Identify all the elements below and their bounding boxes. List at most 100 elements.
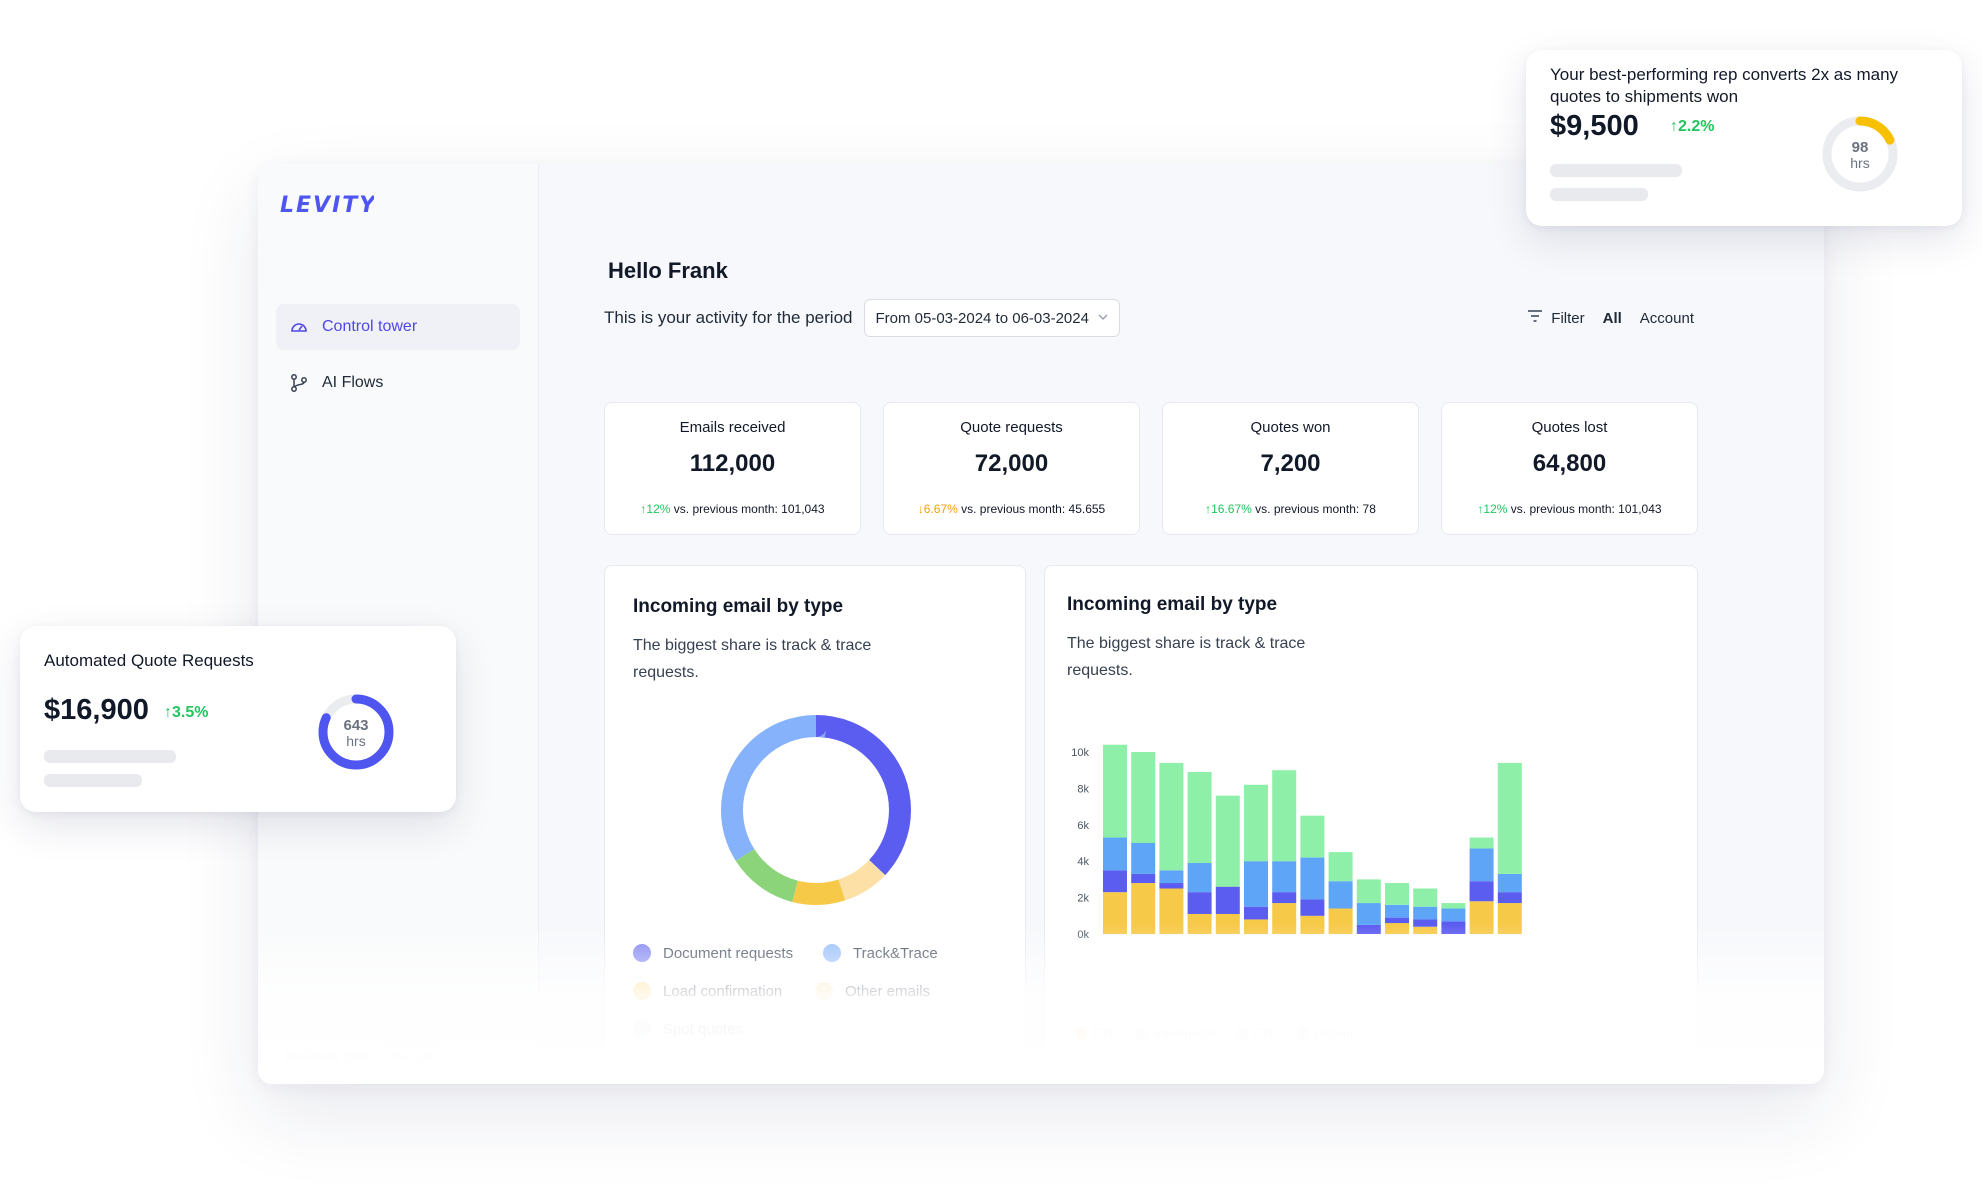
bar-segment[interactable] [1244, 861, 1268, 907]
card-value: $16,900 [44, 694, 149, 726]
bar-chart-card: Incoming email by type The biggest share… [1044, 565, 1698, 1084]
bar-segment[interactable] [1356, 879, 1381, 904]
bar-segment[interactable] [1103, 870, 1127, 893]
bar-segment[interactable] [1497, 903, 1522, 934]
bar-segment[interactable] [1497, 762, 1522, 874]
kpi-delta: ↑12% vs. previous month: 101,043 [1477, 502, 1661, 516]
legend-item-intermodal[interactable]: Intermodal [1136, 1026, 1216, 1041]
legend-item-other-emails[interactable]: Other emails [815, 982, 930, 1000]
bar-segment[interactable] [1244, 906, 1268, 920]
automated-quote-requests-card[interactable]: Automated Quote Requests $16,900 ↑3.5% 6… [20, 626, 456, 812]
bar-segment[interactable] [1497, 892, 1522, 904]
sidebar-item-control-tower[interactable]: Control tower [276, 304, 520, 350]
bar-segment[interactable] [1159, 888, 1184, 935]
legend-item-load-confirmation[interactable]: Load confirmation [633, 982, 782, 1000]
bar-segment[interactable] [1300, 815, 1325, 858]
legend-item-track-trace[interactable]: Track&Trace [823, 944, 938, 962]
bar-segment[interactable] [1441, 908, 1466, 922]
bar-segment[interactable] [1413, 888, 1438, 907]
bar-segment[interactable] [1215, 795, 1240, 887]
kpi-card-quote-requests[interactable]: Quote requests 72,000 ↓6.67% vs. previou… [883, 402, 1140, 535]
stacked-bar-chart[interactable]: 0k 2k 4k 6k 8k 10k [1045, 716, 1699, 976]
date-range-picker[interactable]: From 05-03-2024 to 06-03-2024 [864, 299, 1120, 337]
bar-segment[interactable] [1441, 921, 1466, 934]
legend-label: Other emails [845, 982, 931, 1000]
kpi-delta-percent: 12% [1483, 502, 1508, 516]
bar-segment[interactable] [1328, 881, 1353, 909]
kpi-comparison: vs. previous month: 78 [1255, 502, 1376, 516]
bar-segment[interactable] [1103, 892, 1127, 934]
legend-dot [815, 982, 833, 1000]
filter-button[interactable]: Filter [1527, 309, 1585, 327]
bar-segment[interactable] [1385, 917, 1409, 924]
bar-segment[interactable] [1385, 923, 1409, 934]
kpi-card-emails-received[interactable]: Emails received 112,000 ↑12% vs. previou… [604, 402, 861, 535]
legend-dot [1296, 1027, 1309, 1040]
bar-segment[interactable] [1356, 903, 1381, 925]
bar-segment[interactable] [1356, 924, 1381, 934]
bar-segment[interactable] [1300, 915, 1325, 934]
bar-segment[interactable] [1131, 873, 1156, 884]
kpi-card-quotes-lost[interactable]: Quotes lost 64,800 ↑12% vs. previous mon… [1441, 402, 1698, 535]
bar-segment[interactable] [1469, 881, 1494, 902]
legend-item-document-requests[interactable]: Document requests [633, 944, 793, 962]
bar-segment[interactable] [1244, 919, 1268, 934]
legend-item-ftl[interactable]: FTL [1075, 1026, 1116, 1041]
levity-logo[interactable]: LEVITY [278, 184, 374, 224]
bar-segment[interactable] [1272, 861, 1297, 893]
ring-progress [318, 694, 394, 770]
donut-slice-load-confirmation[interactable] [721, 715, 911, 905]
bar-segment[interactable] [1413, 919, 1438, 927]
bar-segment[interactable] [1131, 752, 1156, 843]
donut-chart[interactable] [605, 696, 1027, 936]
bar-segment[interactable] [1131, 843, 1156, 874]
bar-segment[interactable] [1103, 837, 1127, 871]
bar-segment[interactable] [1385, 904, 1409, 918]
manage-plan-button[interactable]: Manage [381, 1046, 443, 1066]
bar-segment[interactable] [1215, 913, 1240, 934]
filter-option-all[interactable]: All [1602, 309, 1622, 327]
bar-segment[interactable] [1328, 852, 1353, 882]
filter-label: Filter [1551, 309, 1585, 327]
bar-segment[interactable] [1413, 926, 1438, 934]
bar-segment[interactable] [1272, 903, 1297, 934]
bar-segment[interactable] [1300, 857, 1325, 900]
bar-segment[interactable] [1244, 784, 1268, 862]
bar-segment[interactable] [1187, 892, 1212, 914]
bar-segment[interactable] [1103, 744, 1127, 838]
bar-segment[interactable] [1187, 772, 1212, 864]
bar-segment[interactable] [1187, 863, 1212, 893]
bar-segment[interactable] [1497, 873, 1522, 893]
bar-legend: FTL Intermodal FTL Ocean [1075, 1026, 1353, 1041]
chart-subtitle: The biggest share is track & trace reque… [1067, 635, 1306, 679]
sidebar-item-ai-flows[interactable]: AI Flows [276, 360, 520, 406]
bar-segment[interactable] [1328, 908, 1353, 934]
bar-segment[interactable] [1441, 903, 1466, 909]
bar-segment[interactable] [1187, 913, 1212, 934]
bar-segment[interactable] [1272, 770, 1297, 862]
bar-segment[interactable] [1469, 848, 1494, 882]
bar-segment[interactable] [1413, 906, 1438, 920]
legend-item-spot-quotes[interactable]: Spot quotes [633, 1020, 743, 1038]
bar-segment[interactable] [1469, 901, 1494, 934]
bar-segment[interactable] [1159, 762, 1184, 871]
bar-segment[interactable] [1131, 883, 1156, 934]
bar-segment[interactable] [1159, 883, 1184, 889]
bar-segment[interactable] [1469, 837, 1494, 849]
legend-label: Load confirmation [663, 982, 783, 1000]
filter-option-account[interactable]: Account [1639, 309, 1694, 327]
legend-item-ocean[interactable]: Ocean [1296, 1026, 1353, 1041]
bar-segment[interactable] [1272, 892, 1297, 904]
card-delta-value: 2.2% [1678, 118, 1715, 135]
bar-segment[interactable] [1385, 883, 1409, 905]
best-rep-card[interactable]: Your best-performing rep converts 2x as … [1526, 50, 1962, 226]
main-content: Hello Frank This is your activity for th… [540, 164, 1824, 1084]
legend-item-ftl-2[interactable]: FTL [1235, 1026, 1277, 1041]
kpi-card-quotes-won[interactable]: Quotes won 7,200 ↑16.67% vs. previous mo… [1162, 402, 1419, 535]
bar-segment[interactable] [1215, 886, 1240, 914]
legend-label: Track&Trace [853, 944, 938, 962]
donut-slice-track-trace[interactable] [721, 715, 911, 905]
ring-value: 643 [343, 717, 368, 734]
bar-segment[interactable] [1300, 899, 1325, 916]
bar-segment[interactable] [1159, 870, 1184, 884]
